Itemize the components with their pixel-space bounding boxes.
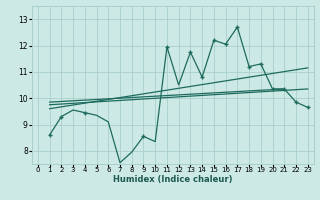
X-axis label: Humidex (Indice chaleur): Humidex (Indice chaleur) — [113, 175, 233, 184]
